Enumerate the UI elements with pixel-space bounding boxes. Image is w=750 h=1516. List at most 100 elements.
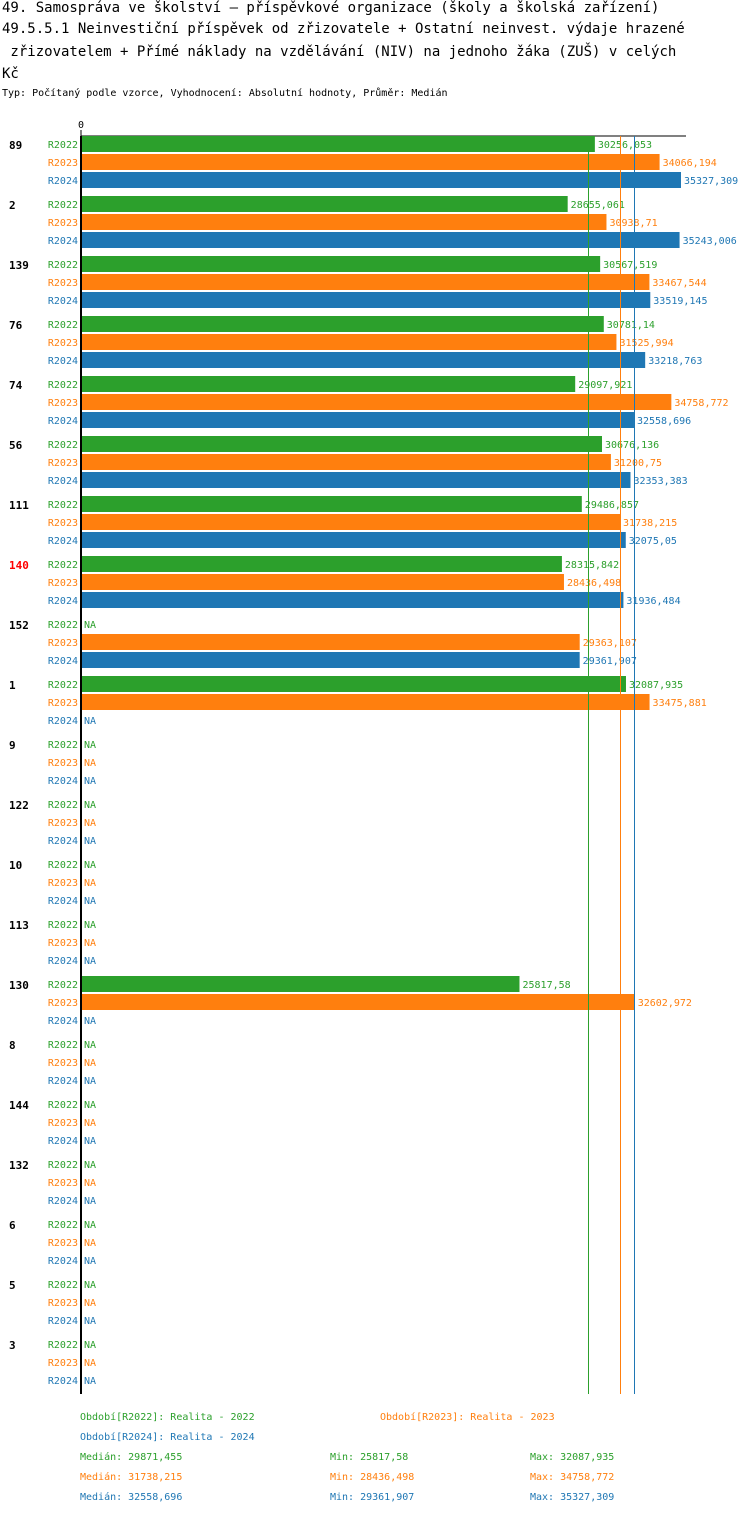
series-label: R2023 xyxy=(48,1358,78,1369)
value-label: 31525,994 xyxy=(619,338,673,349)
legend-period-r2022: Období[R2022]: Realita - 2022 xyxy=(80,1412,255,1423)
value-label: 32602,972 xyxy=(638,998,692,1009)
series-label: R2023 xyxy=(48,578,78,589)
category-label: 122 xyxy=(9,799,29,812)
value-label-na: NA xyxy=(84,878,96,889)
chart-title-line-4: Kč xyxy=(2,66,19,82)
legend-median-r2024: Medián: 32558,696 xyxy=(80,1492,183,1503)
legend-max-r2024: Max: 35327,309 xyxy=(530,1492,615,1503)
chart-subtitle: Typ: Počítaný podle vzorce, Vyhodnocení:… xyxy=(2,88,448,99)
series-label: R2023 xyxy=(48,998,78,1009)
value-label: 33475,881 xyxy=(653,698,707,709)
series-label: R2023 xyxy=(48,1058,78,1069)
category-label: 113 xyxy=(9,919,29,932)
bar xyxy=(81,196,568,212)
bar xyxy=(81,694,650,710)
value-label: 33519,145 xyxy=(653,296,707,307)
series-label: R2024 xyxy=(48,476,78,487)
series-label: R2022 xyxy=(48,860,78,871)
series-label: R2024 xyxy=(48,836,78,847)
series-label: R2024 xyxy=(48,416,78,427)
category-label: 152 xyxy=(9,619,29,632)
value-label: 35243,006 xyxy=(683,236,737,247)
value-label-na: NA xyxy=(84,1220,96,1231)
category-label: 8 xyxy=(9,1039,16,1052)
value-label-na: NA xyxy=(84,716,96,727)
value-label: 33218,763 xyxy=(648,356,702,367)
bar xyxy=(81,172,681,188)
series-label: R2024 xyxy=(48,236,78,247)
series-label: R2024 xyxy=(48,176,78,187)
legend-period-r2023: Období[R2023]: Realita - 2023 xyxy=(380,1412,555,1423)
bar xyxy=(81,256,601,272)
value-label: 31936,484 xyxy=(626,596,680,607)
value-label: 33467,544 xyxy=(652,278,706,289)
series-label: R2022 xyxy=(48,620,78,631)
series-label: R2024 xyxy=(48,356,78,367)
series-label: R2024 xyxy=(48,896,78,907)
category-label: 9 xyxy=(9,739,16,752)
series-label: R2024 xyxy=(48,1376,78,1387)
value-label: 29097,921 xyxy=(578,380,632,391)
value-label-na: NA xyxy=(84,1076,96,1087)
series-label: R2022 xyxy=(48,560,78,571)
series-label: R2023 xyxy=(48,758,78,769)
value-label-na: NA xyxy=(84,1100,96,1111)
series-label: R2022 xyxy=(48,920,78,931)
value-label: 30938,71 xyxy=(609,218,657,229)
bar xyxy=(81,652,580,668)
series-label: R2022 xyxy=(48,800,78,811)
bar xyxy=(81,994,635,1010)
value-label-na: NA xyxy=(84,836,96,847)
legend-min-r2022: Min: 25817,58 xyxy=(330,1452,409,1463)
series-label: R2022 xyxy=(48,680,78,691)
series-label: R2022 xyxy=(48,1340,78,1351)
bar xyxy=(81,292,651,308)
series-label: R2023 xyxy=(48,1118,78,1129)
bar xyxy=(81,376,576,392)
series-label: R2023 xyxy=(48,1298,78,1309)
series-label: R2023 xyxy=(48,458,78,469)
value-label-na: NA xyxy=(84,860,96,871)
legend-max-r2022: Max: 32087,935 xyxy=(530,1452,615,1463)
value-label-na: NA xyxy=(84,1280,96,1291)
value-label: 30676,136 xyxy=(605,440,659,451)
bar xyxy=(81,352,646,368)
bar xyxy=(81,394,672,410)
value-label: 28436,498 xyxy=(567,578,621,589)
value-label-na: NA xyxy=(84,620,96,631)
series-label: R2022 xyxy=(48,260,78,271)
value-label-na: NA xyxy=(84,1340,96,1351)
series-label: R2024 xyxy=(48,1196,78,1207)
bar xyxy=(81,136,595,152)
series-label: R2024 xyxy=(48,1316,78,1327)
value-label: 35327,309 xyxy=(684,176,738,187)
value-label-na: NA xyxy=(84,1238,96,1249)
series-label: R2023 xyxy=(48,338,78,349)
series-label: R2022 xyxy=(48,1220,78,1231)
bar xyxy=(81,592,624,608)
series-label: R2024 xyxy=(48,596,78,607)
category-label: 132 xyxy=(9,1159,29,1172)
series-label: R2022 xyxy=(48,980,78,991)
series-label: R2023 xyxy=(48,1238,78,1249)
bar xyxy=(81,472,631,488)
series-label: R2024 xyxy=(48,776,78,787)
legend-min-r2024: Min: 29361,907 xyxy=(330,1492,415,1503)
bar xyxy=(81,574,564,590)
value-label-na: NA xyxy=(84,800,96,811)
category-label: 139 xyxy=(9,259,29,272)
value-label: 29361,907 xyxy=(583,656,637,667)
category-label: 10 xyxy=(9,859,22,872)
value-label-na: NA xyxy=(84,1178,96,1189)
bar xyxy=(81,976,520,992)
value-label: 29486,857 xyxy=(585,500,639,511)
value-label: 29363,107 xyxy=(583,638,637,649)
bar xyxy=(81,676,626,692)
chart-title-line-2: 49.5.5.1 Neinvestiční příspěvek od zřizo… xyxy=(2,21,685,37)
value-label-na: NA xyxy=(84,1298,96,1309)
bar xyxy=(81,214,607,230)
value-label-na: NA xyxy=(84,1316,96,1327)
value-label-na: NA xyxy=(84,818,96,829)
